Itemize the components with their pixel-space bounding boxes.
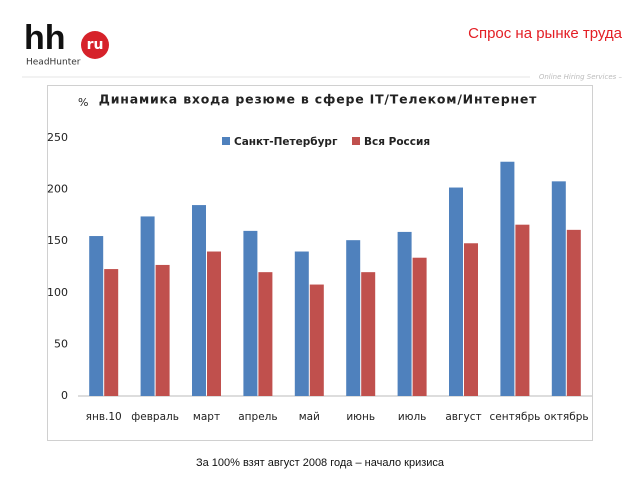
bar [155,264,170,396]
x-tick-label: июнь [346,411,375,423]
tagline: Online Hiring Services – [539,73,623,81]
legend-swatch [352,137,360,145]
bar [515,224,530,396]
x-tick-label: янв.10 [86,411,122,423]
bar [412,257,427,396]
chart-title: Динамика входа резюме в сфере IT/Телеком… [99,92,537,107]
x-tick-label: август [445,411,481,423]
y-tick-label: 150 [47,234,68,247]
x-tick-label: февраль [131,411,179,423]
bar [192,205,206,396]
slide-title: Спрос на рынке труда [468,25,623,42]
logo-badge: ru [87,37,104,53]
bar [89,236,104,396]
x-tick-label: июль [398,411,427,423]
bar [258,272,273,396]
x-tick-label: октябрь [544,411,589,423]
bar [361,272,376,396]
legend-label: Санкт-Петербург [234,136,338,148]
bar [449,187,463,396]
y-tick-label: 50 [54,337,68,350]
bar [346,240,361,396]
bar [464,243,478,396]
bar [566,229,581,396]
y-tick-label: 250 [47,131,68,144]
bar [140,216,155,396]
footnote: За 100% взят август 2008 года – начало к… [196,457,445,469]
x-tick-label: апрель [238,411,277,423]
bar [500,161,515,396]
y-tick-label: 200 [47,183,68,196]
bar [207,251,221,396]
y-tick-label: 100 [47,286,68,299]
legend-swatch [222,137,230,145]
bar [104,269,119,396]
y-tick-label: 0 [61,389,68,402]
x-tick-label: май [299,411,320,423]
bar [294,251,309,396]
x-tick-label: март [193,411,220,423]
logo-badge-circle [81,31,109,59]
x-tick-label: сентябрь [489,411,540,423]
bar [243,230,258,396]
bar [397,231,412,396]
legend-label: Вся Россия [364,136,430,148]
y-axis-label: % [78,96,88,109]
logo: hh [24,19,66,57]
bar [551,181,566,396]
bar [309,284,324,396]
brand: HeadHunter [26,58,81,68]
